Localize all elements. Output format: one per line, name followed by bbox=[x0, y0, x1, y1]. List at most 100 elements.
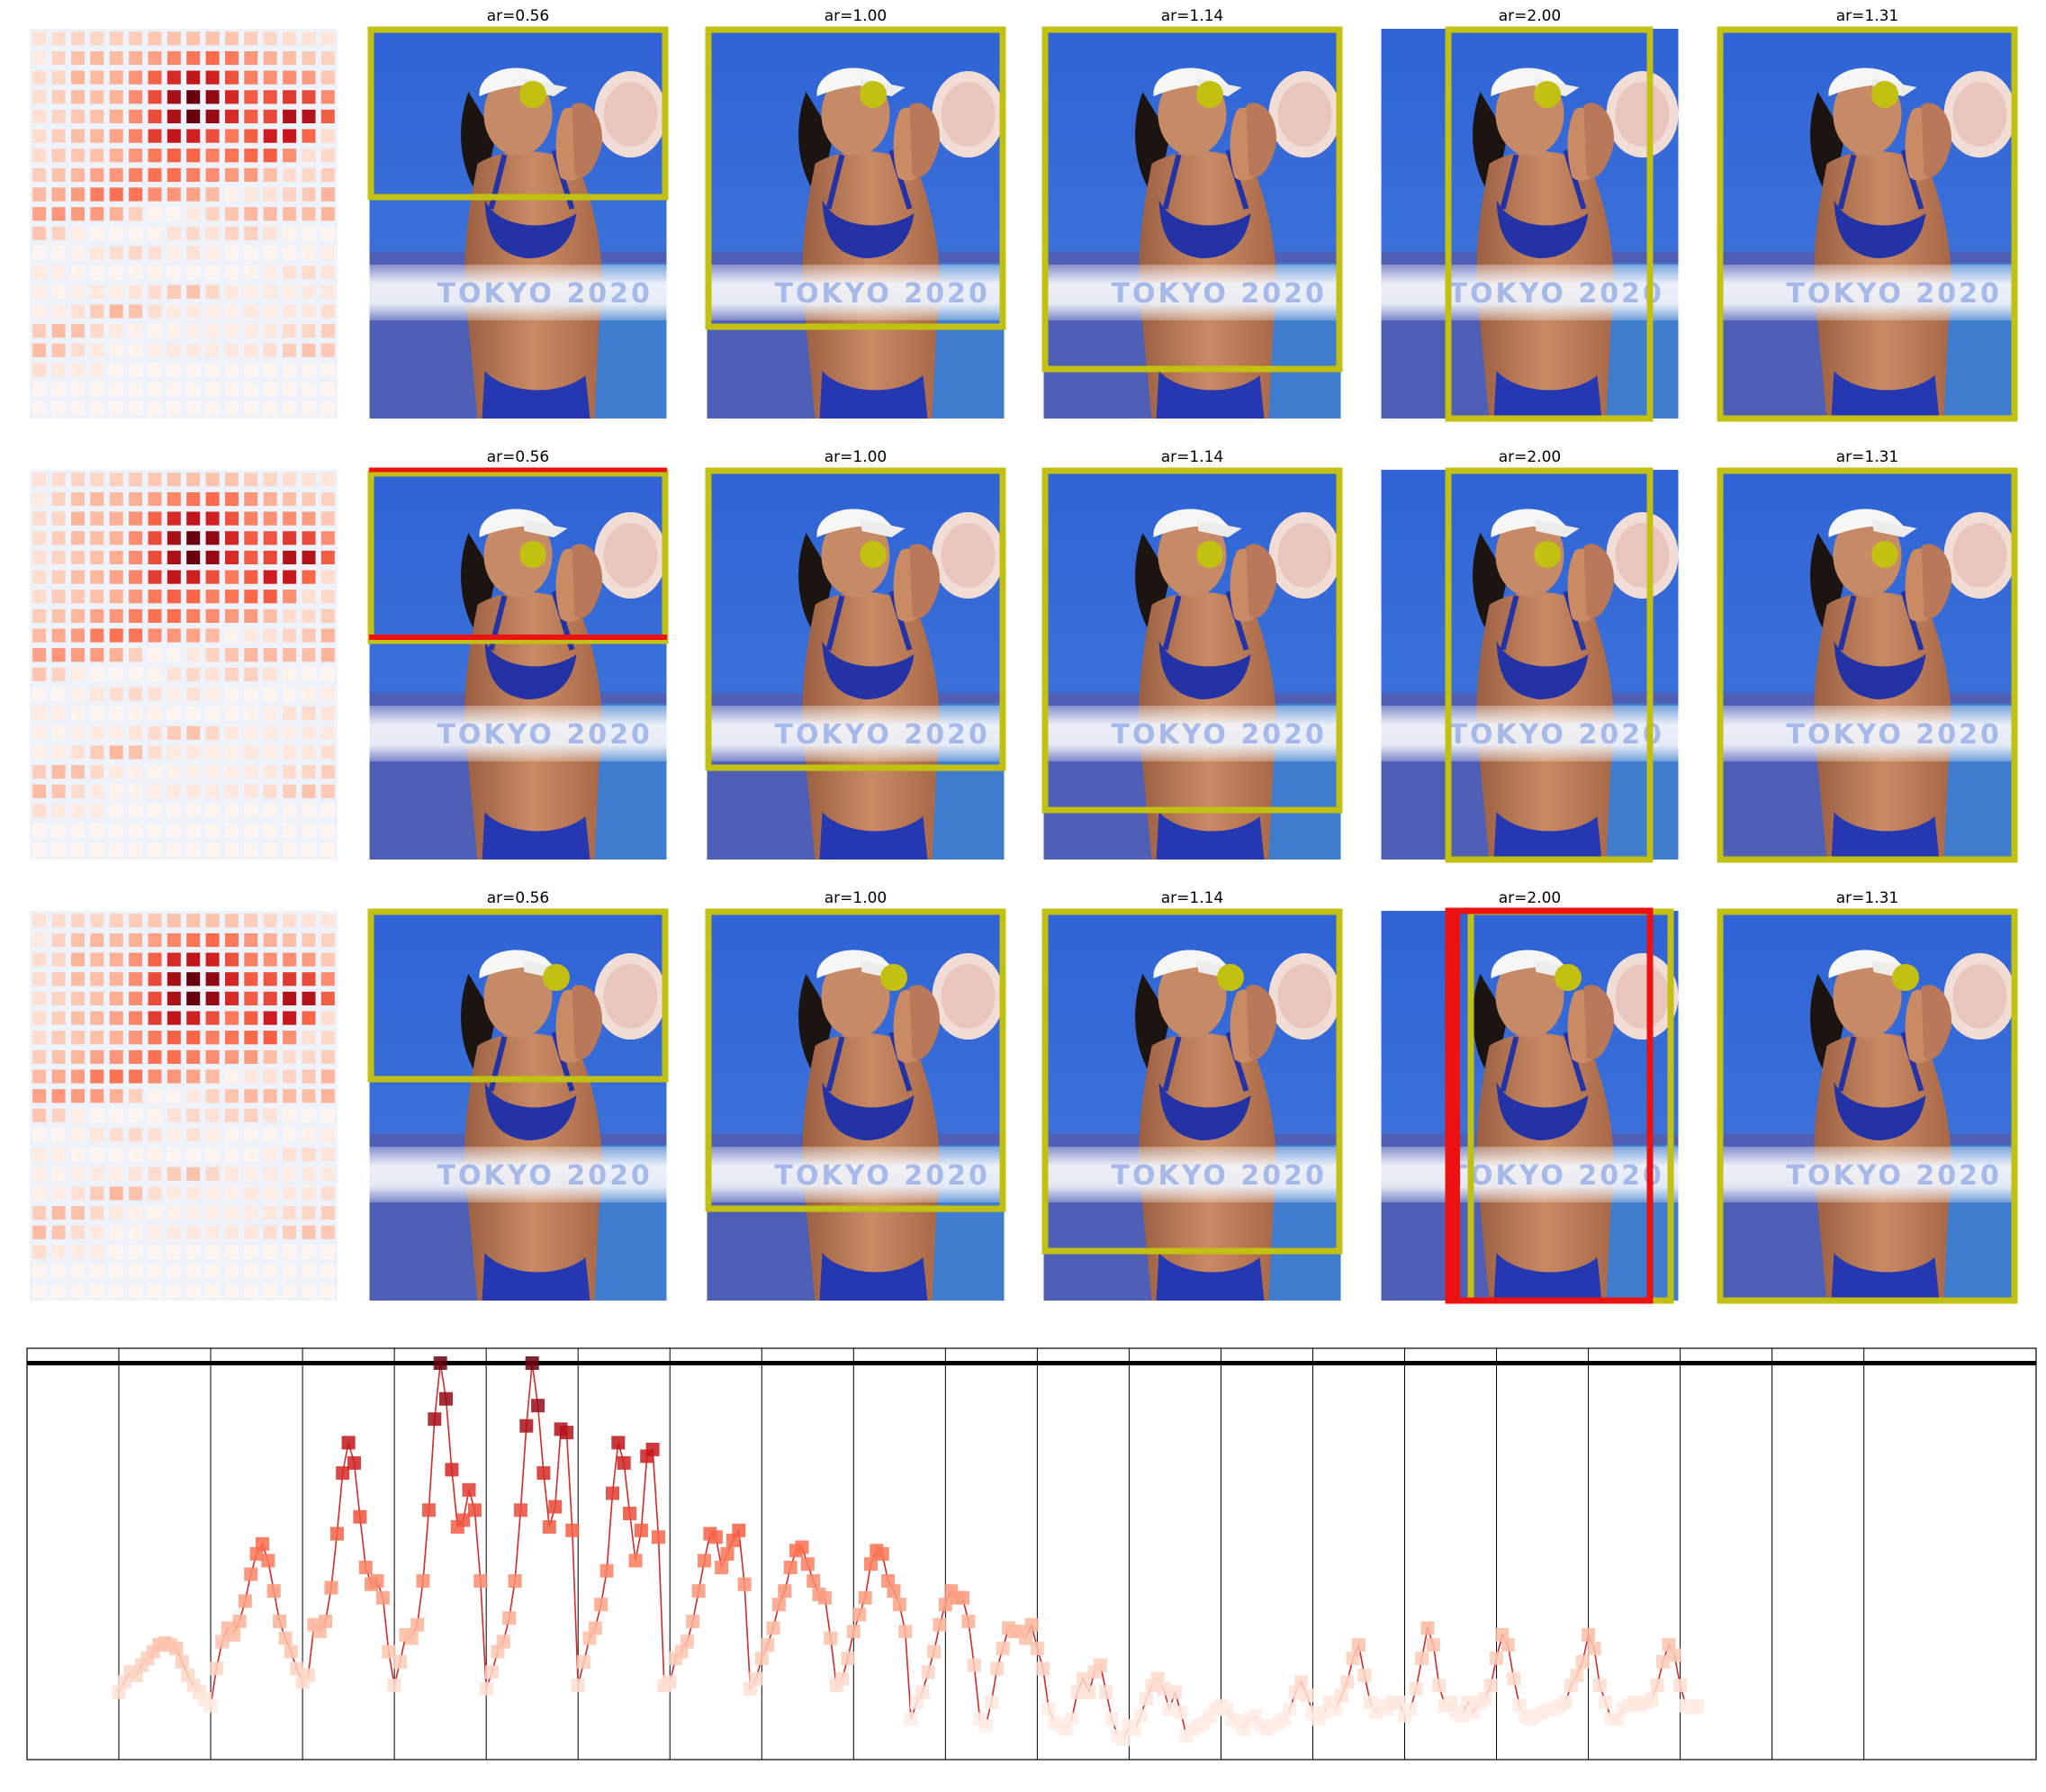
heatmap-cell bbox=[71, 1166, 85, 1181]
heatmap-cell bbox=[71, 187, 85, 202]
data-point bbox=[754, 1652, 769, 1666]
heatmap-cell bbox=[90, 363, 104, 377]
heatmap-cell bbox=[32, 842, 47, 857]
heatmap-cell bbox=[51, 842, 66, 857]
heatmap-cell bbox=[205, 804, 220, 818]
heatmap-cell bbox=[205, 590, 220, 604]
data-point bbox=[232, 1614, 247, 1628]
heatmap-cell bbox=[283, 129, 297, 143]
data-point bbox=[611, 1436, 626, 1450]
heatmap-cell bbox=[129, 1031, 143, 1045]
heatmap-cell bbox=[51, 1128, 66, 1142]
data-point bbox=[599, 1563, 614, 1578]
heatmap-cell bbox=[148, 1225, 162, 1239]
heatmap-cell bbox=[302, 1069, 316, 1084]
heatmap-cell bbox=[32, 687, 47, 701]
heatmap-cell bbox=[148, 1069, 162, 1084]
heatmap-cell bbox=[302, 531, 316, 545]
heatmap-cell bbox=[148, 129, 162, 143]
heatmap-cell bbox=[109, 628, 123, 643]
data-point bbox=[1128, 1722, 1142, 1736]
heatmap-cell bbox=[32, 550, 47, 564]
heatmap-cell bbox=[167, 842, 181, 857]
heatmap-cell bbox=[205, 50, 220, 66]
heatmap-cell bbox=[148, 707, 162, 721]
data-point bbox=[996, 1641, 1010, 1655]
heatmap-cell bbox=[205, 149, 220, 163]
heatmap-cell bbox=[148, 473, 162, 487]
focus-point-dot bbox=[543, 964, 570, 991]
data-point bbox=[990, 1661, 1005, 1676]
heatmap-cell bbox=[109, 531, 123, 545]
heatmap-cell bbox=[225, 1108, 239, 1122]
heatmap-cell bbox=[263, 972, 277, 986]
data-point bbox=[238, 1594, 252, 1608]
heatmap-cell bbox=[263, 707, 277, 721]
heatmap-cell bbox=[148, 804, 162, 818]
heatmap-cell bbox=[302, 932, 316, 948]
heatmap-cell bbox=[90, 991, 104, 1005]
heatmap-cell bbox=[205, 1245, 220, 1259]
heatmap-cell bbox=[244, 149, 258, 163]
data-point bbox=[1300, 1688, 1314, 1703]
heatmap-cell bbox=[32, 491, 47, 507]
data-point bbox=[771, 1598, 786, 1612]
heatmap-cell bbox=[302, 382, 316, 397]
heatmap-cell bbox=[109, 491, 123, 507]
heatmap-panel bbox=[30, 29, 338, 419]
heatmap-cell bbox=[283, 550, 297, 564]
heatmap-cell bbox=[263, 1049, 277, 1064]
heatmap-cell bbox=[205, 707, 220, 721]
heatmap-cell bbox=[167, 226, 181, 240]
heatmap-cell bbox=[205, 667, 220, 681]
heatmap-cell bbox=[186, 129, 201, 143]
heatmap-cell bbox=[320, 167, 335, 182]
heatmap-cell bbox=[32, 1089, 47, 1103]
heatmap-cell bbox=[109, 648, 123, 662]
heatmap-cell bbox=[32, 129, 47, 143]
heatmap-cell bbox=[167, 1264, 181, 1279]
heatmap-cell bbox=[129, 842, 143, 857]
heatmap-cell bbox=[225, 32, 239, 46]
heatmap-cell bbox=[225, 667, 239, 681]
heatmap-cell bbox=[32, 667, 47, 681]
heatmap-cell bbox=[320, 511, 335, 526]
heatmap-cell bbox=[302, 129, 316, 143]
heatmap-cell bbox=[320, 804, 335, 818]
data-point bbox=[1329, 1702, 1343, 1716]
heatmap-cell bbox=[71, 304, 85, 319]
heatmap-cell bbox=[90, 608, 104, 623]
data-point bbox=[652, 1530, 665, 1544]
heatmap-cell bbox=[90, 842, 104, 857]
heatmap-cell bbox=[32, 1011, 47, 1025]
heatmap-cell bbox=[320, 1108, 335, 1122]
heatmap-cell bbox=[32, 266, 47, 280]
heatmap-cell bbox=[90, 1245, 104, 1259]
data-point bbox=[1024, 1617, 1039, 1632]
heatmap-cell bbox=[90, 648, 104, 662]
heatmap-cell bbox=[225, 972, 239, 986]
heatmap-cell bbox=[109, 473, 123, 487]
heatmap-cell bbox=[263, 608, 277, 623]
heatmap-cell bbox=[148, 167, 162, 182]
heatmap-cell bbox=[263, 32, 277, 46]
heatmap-cell bbox=[320, 1011, 335, 1025]
heatmap-cell bbox=[320, 382, 335, 397]
heatmap-cell bbox=[71, 32, 85, 46]
heatmap-cell bbox=[186, 1128, 201, 1142]
heatmap-cell bbox=[51, 667, 66, 681]
heatmap-cell bbox=[51, 266, 66, 280]
heatmap-cell bbox=[302, 745, 316, 760]
panel-title: ar=1.31 bbox=[1836, 448, 1899, 466]
heatmap-cell bbox=[302, 1011, 316, 1025]
heatmap-cell bbox=[320, 1264, 335, 1279]
heatmap-cell bbox=[90, 1049, 104, 1064]
heatmap-cell bbox=[320, 745, 335, 760]
heatmap-cell bbox=[320, 1245, 335, 1259]
heatmap-cell bbox=[302, 284, 316, 299]
panel-title: ar=1.14 bbox=[1161, 448, 1224, 466]
athlete-photo bbox=[708, 470, 1005, 860]
data-point bbox=[1070, 1685, 1085, 1699]
heatmap-cell bbox=[109, 1128, 123, 1142]
